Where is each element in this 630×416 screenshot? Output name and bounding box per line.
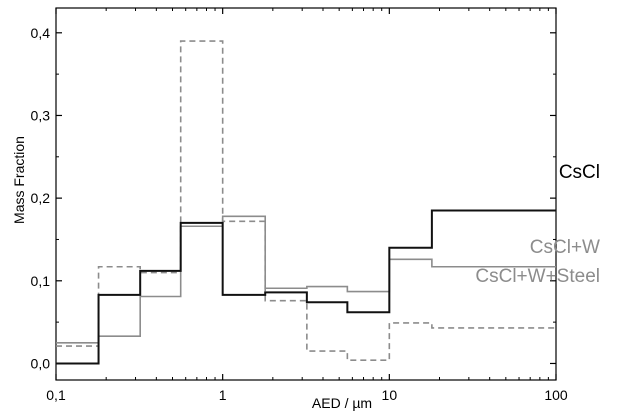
plot-border bbox=[55, 7, 557, 381]
plot-frame bbox=[55, 7, 557, 381]
y-axis: 0,0 0,1 0,2 0,3 0,4 bbox=[31, 25, 556, 371]
x-axis: 0,1 1 10 100 bbox=[46, 8, 568, 403]
y-tick-label: 0,0 bbox=[31, 355, 51, 371]
legend-label-cscl-w: CsCl+W bbox=[530, 237, 600, 258]
series-layer bbox=[56, 40, 556, 365]
series-line-cscl bbox=[56, 209, 556, 365]
legend-label-cscl-w-steel: CsCl+W+Steel bbox=[475, 266, 600, 287]
series-line-cscl-w-steel bbox=[56, 40, 556, 361]
x-tick-label: 100 bbox=[544, 387, 568, 403]
x-axis-label: AED / µm bbox=[312, 395, 372, 411]
legend: CsCl CsCl+W CsCl+W+Steel bbox=[475, 162, 600, 287]
y-tick-label: 0,3 bbox=[31, 107, 51, 123]
y-tick-label: 0,4 bbox=[31, 25, 51, 41]
legend-label-cscl: CsCl bbox=[559, 162, 600, 183]
y-tick-label: 0,1 bbox=[31, 273, 51, 289]
x-tick-label: 10 bbox=[382, 387, 398, 403]
y-axis-label: Mass Fraction bbox=[11, 136, 27, 224]
x-tick-label: 1 bbox=[219, 387, 227, 403]
x-tick-label: 0,1 bbox=[46, 387, 66, 403]
y-tick-label: 0,2 bbox=[31, 190, 51, 206]
